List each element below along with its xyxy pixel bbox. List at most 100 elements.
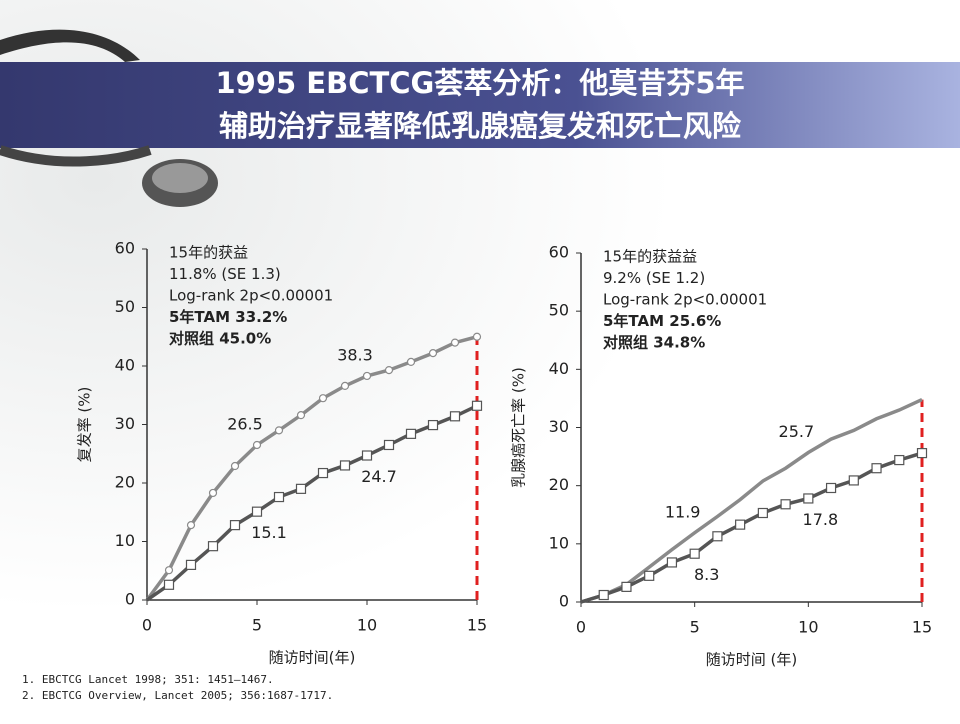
marker — [666, 557, 678, 568]
x-tick-label: 15 — [467, 616, 487, 635]
marker — [450, 338, 460, 347]
marker — [163, 579, 175, 590]
marker — [318, 394, 328, 403]
data-label: 15.1 — [251, 523, 287, 542]
marker — [339, 460, 351, 471]
data-label: 17.8 — [803, 510, 839, 529]
marker — [273, 491, 285, 503]
note: Log-rank 2p<0.00001 — [169, 287, 333, 305]
note: 5年TAM 33.2% — [169, 308, 287, 326]
y-tick-label: 10 — [549, 533, 569, 552]
series-line — [580, 451, 923, 604]
marker — [208, 488, 218, 498]
series-line — [146, 404, 478, 602]
marker — [406, 357, 416, 367]
title-line: 1995 EBCTCG荟萃分析：他莫昔芬5年 — [215, 66, 744, 100]
marker — [295, 483, 307, 494]
marker — [229, 520, 241, 531]
marker — [274, 426, 284, 435]
marker — [427, 419, 439, 431]
marker — [186, 521, 196, 530]
stethoscope-tube — [0, 145, 152, 167]
marker — [712, 531, 723, 542]
y-tick-label: 10 — [115, 531, 135, 550]
data-label: 38.3 — [337, 345, 373, 364]
marker — [780, 499, 791, 510]
y-tick-label: 20 — [115, 473, 135, 492]
marker — [230, 461, 240, 471]
header-band — [0, 62, 960, 148]
data-label: 26.5 — [227, 414, 263, 433]
y-tick-label: 60 — [115, 239, 135, 258]
data-label: 8.3 — [694, 565, 719, 584]
note: 9.2% (SE 1.2) — [603, 269, 705, 287]
note: 15年的获益益 — [603, 248, 697, 266]
x-tick-label: 15 — [912, 618, 932, 637]
y-tick-label: 50 — [115, 297, 135, 316]
y-tick-label: 20 — [549, 475, 569, 494]
x-tick-label: 0 — [576, 618, 586, 637]
y-tick-label: 40 — [549, 359, 569, 378]
marker — [252, 440, 262, 450]
marker — [362, 371, 372, 381]
marker — [825, 482, 837, 494]
x-tick-label: 5 — [252, 616, 262, 635]
marker — [848, 475, 859, 486]
note: 11.8% (SE 1.3) — [169, 265, 281, 283]
y-tick-label: 30 — [115, 414, 135, 433]
x-tick-label: 5 — [690, 618, 700, 637]
y-tick-label: 30 — [549, 417, 569, 436]
y-tick-label: 0 — [559, 592, 569, 611]
marker — [644, 570, 655, 581]
y-axis-title: 乳腺癌死亡率 (%) — [510, 367, 528, 488]
marker — [449, 411, 461, 422]
marker — [871, 463, 882, 474]
marker — [340, 381, 350, 390]
note: 5年TAM 25.6% — [603, 312, 721, 330]
series-line — [580, 397, 923, 604]
marker — [803, 493, 814, 504]
y-tick-label: 0 — [125, 590, 135, 609]
marker — [735, 519, 746, 530]
stethoscope-tube — [0, 29, 140, 62]
data-label: 24.7 — [361, 467, 397, 486]
x-tick-label: 0 — [142, 616, 152, 635]
marker — [598, 589, 609, 601]
footnote: 2. EBCTCG Overview, Lancet 2005; 356:168… — [22, 689, 333, 702]
marker — [384, 365, 394, 375]
data-label: 11.9 — [665, 502, 701, 521]
y-axis-title: 复发率 (%) — [76, 387, 94, 463]
x-axis-title: 随访时间 (年) — [706, 651, 797, 669]
footnote: 1. EBCTCG Lancet 1998; 351: 1451–1467. — [22, 673, 274, 686]
marker — [621, 581, 632, 592]
stethoscope-head — [152, 163, 208, 193]
data-label: 25.7 — [779, 422, 815, 441]
marker — [428, 349, 438, 358]
x-axis-title: 随访时间(年) — [269, 649, 356, 667]
note: 对照组 45.0% — [169, 330, 271, 348]
series-line — [145, 335, 478, 602]
marker — [916, 447, 928, 459]
marker — [361, 450, 373, 461]
x-tick-label: 10 — [357, 616, 377, 635]
marker — [383, 439, 395, 451]
marker — [689, 548, 700, 559]
marker — [757, 507, 768, 519]
marker — [405, 428, 417, 439]
marker — [207, 541, 219, 552]
y-tick-label: 40 — [115, 356, 135, 375]
y-tick-label: 50 — [549, 301, 569, 320]
y-tick-label: 60 — [549, 243, 569, 262]
marker — [296, 411, 306, 420]
marker — [471, 400, 483, 411]
marker — [472, 332, 482, 341]
marker — [894, 454, 905, 466]
marker — [164, 566, 174, 575]
marker — [185, 559, 197, 571]
title-line: 辅助治疗显著降低乳腺癌复发和死亡风险 — [219, 109, 742, 143]
marker — [317, 467, 329, 479]
marker — [251, 506, 263, 517]
note: Log-rank 2p<0.00001 — [603, 291, 767, 309]
